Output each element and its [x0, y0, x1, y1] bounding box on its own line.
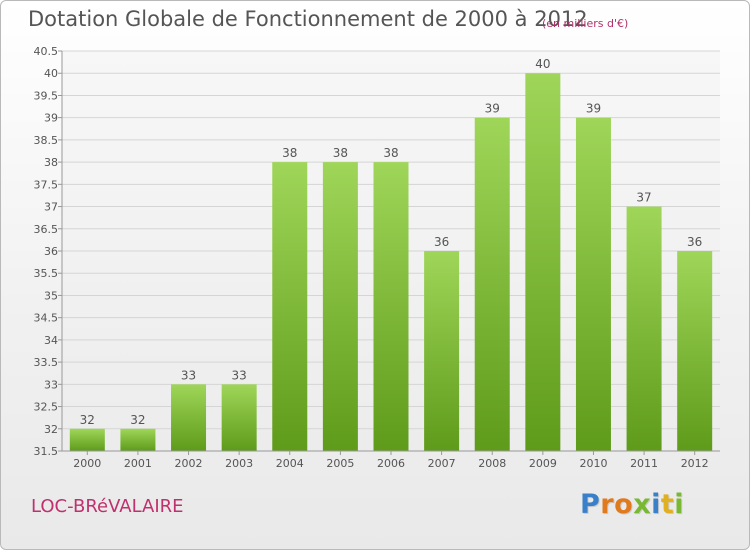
y-tick-label: 36	[44, 245, 58, 258]
x-tick-label: 2004	[276, 457, 304, 470]
y-tick-label: 38	[44, 156, 58, 169]
bar	[474, 117, 510, 452]
y-tick-label: 36.5	[34, 223, 59, 236]
x-tick-label: 2002	[175, 457, 203, 470]
y-tick-label: 39.5	[34, 89, 59, 102]
logo-letter: t	[660, 489, 675, 520]
data-label: 39	[586, 102, 601, 116]
y-tick-label: 35	[44, 289, 58, 302]
y-tick-label: 37.5	[34, 178, 59, 191]
y-tick-label: 40.5	[34, 45, 59, 58]
x-tick-label: 2009	[529, 457, 557, 470]
y-tick-label: 37	[44, 201, 58, 214]
x-tick-label: 2005	[326, 457, 354, 470]
bar	[525, 73, 561, 451]
x-tick-label: 2012	[681, 457, 709, 470]
bar	[373, 162, 409, 451]
x-tick-label: 2011	[630, 457, 658, 470]
x-tick-label: 2006	[377, 457, 405, 470]
y-tick-label: 33	[44, 378, 58, 391]
bar	[171, 384, 207, 451]
bar	[221, 384, 257, 451]
data-label: 32	[130, 413, 145, 427]
data-label: 36	[434, 235, 449, 249]
y-tick-label: 40	[44, 67, 58, 80]
logo-letter: o	[614, 489, 634, 520]
y-tick-label: 38.5	[34, 134, 59, 147]
y-tick-label: 35.5	[34, 267, 59, 280]
bar	[424, 251, 460, 451]
y-tick-label: 31.5	[34, 445, 59, 458]
x-tick-label: 2000	[73, 457, 101, 470]
data-label: 38	[282, 146, 297, 160]
x-tick-label: 2010	[579, 457, 607, 470]
y-tick-label: 34.5	[34, 312, 59, 325]
data-label: 39	[485, 102, 500, 116]
bar	[120, 428, 156, 451]
bar	[69, 428, 105, 451]
chart-unit: (en milliers d'€)	[542, 17, 629, 30]
bar	[272, 162, 308, 451]
data-label: 33	[181, 368, 196, 382]
y-tick-label: 32	[44, 423, 58, 436]
proxiti-logo: Proxiti	[580, 489, 684, 520]
data-label: 38	[333, 146, 348, 160]
y-tick-label: 32.5	[34, 401, 59, 414]
x-tick-label: 2001	[124, 457, 152, 470]
data-label: 32	[80, 413, 95, 427]
y-tick-label: 39	[44, 112, 58, 125]
data-label: 36	[687, 235, 702, 249]
y-tick-label: 34	[44, 334, 58, 347]
logo-letter: i	[651, 489, 661, 520]
y-tick-label: 33.5	[34, 356, 59, 369]
logo-letter: x	[633, 489, 652, 520]
data-label: 33	[232, 368, 247, 382]
commune-name: LOC-BRéVALAIRE	[31, 496, 184, 517]
data-label: 38	[383, 146, 398, 160]
logo-letter: i	[674, 489, 685, 520]
bar	[626, 206, 662, 451]
logo-letter: P	[580, 489, 601, 520]
bar	[677, 251, 713, 451]
data-label: 37	[636, 191, 651, 205]
bar	[575, 117, 611, 452]
x-tick-label: 2007	[428, 457, 456, 470]
bar	[322, 162, 358, 451]
chart-title: Dotation Globale de Fonctionnement de 20…	[28, 7, 588, 31]
x-tick-label: 2003	[225, 457, 253, 470]
x-tick-label: 2008	[478, 457, 506, 470]
logo-letter: r	[600, 489, 615, 520]
data-label: 40	[535, 57, 550, 71]
